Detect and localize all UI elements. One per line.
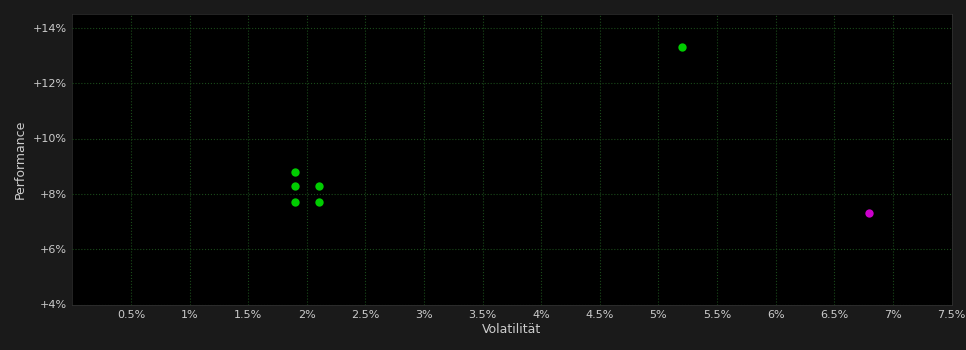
Point — [862, 210, 877, 216]
Point — [288, 183, 303, 188]
Point — [311, 199, 327, 205]
Point — [674, 44, 690, 50]
Y-axis label: Performance: Performance — [14, 120, 27, 199]
Point — [288, 199, 303, 205]
X-axis label: Volatilität: Volatilität — [482, 323, 542, 336]
Point — [288, 169, 303, 175]
Point — [311, 183, 327, 188]
